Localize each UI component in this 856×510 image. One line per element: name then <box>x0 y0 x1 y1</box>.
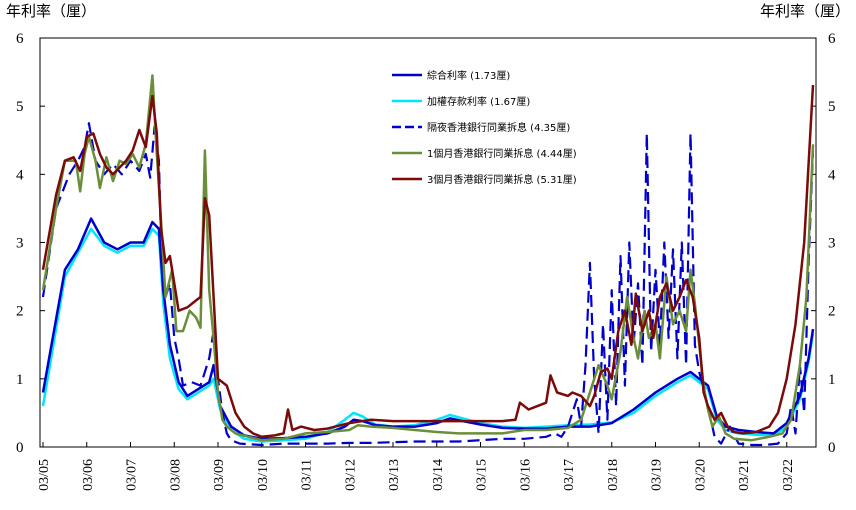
x-tick-label: 03/14 <box>431 459 446 491</box>
legend-label-1: 加權存款利率 (1.67厘) <box>427 95 530 108</box>
x-tick-label: 03/12 <box>343 459 358 491</box>
y-tick-label-right: 1 <box>828 372 836 388</box>
x-tick-label: 03/19 <box>650 459 665 491</box>
x-tick-label: 03/10 <box>256 459 271 491</box>
legend-label-0: 綜合利率 (1.73厘) <box>427 69 510 82</box>
x-tick-label: 03/20 <box>693 459 708 491</box>
x-tick-label: 03/13 <box>387 459 402 491</box>
x-tick-label: 03/16 <box>518 459 533 491</box>
x-tick-label: 03/17 <box>562 459 577 491</box>
y-tick-label-left: 1 <box>16 372 24 388</box>
series-layer <box>41 74 815 447</box>
x-tick-label: 03/05 <box>37 459 52 491</box>
series-line-0 <box>41 217 815 441</box>
legend-label-2: 隔夜香港銀行同業拆息 (4.35厘) <box>427 121 570 134</box>
x-tick-label: 03/15 <box>475 459 490 491</box>
y-tick-label-right: 5 <box>828 99 836 115</box>
y-tick-label-right: 3 <box>828 236 836 252</box>
y-tick-label-right: 6 <box>828 31 836 47</box>
y-tick-label-left: 3 <box>16 236 24 252</box>
x-tick-label: 03/18 <box>606 459 621 491</box>
y-tick-label-left: 0 <box>16 440 24 456</box>
x-tick-label: 03/07 <box>125 459 140 491</box>
legend: 綜合利率 (1.73厘) 加權存款利率 (1.67厘) 隔夜香港銀行同業拆息 (4.… <box>392 69 577 186</box>
legend-label-3: 1個月香港銀行同業拆息 (4.44厘) <box>427 147 577 160</box>
y-tick-label-right: 4 <box>828 167 836 183</box>
y-axis-unit-left: 年利率（厘） <box>6 2 97 20</box>
series-line-4 <box>41 84 815 439</box>
x-tick-label: 03/06 <box>81 459 96 491</box>
y-tick-label-right: 0 <box>828 440 836 456</box>
x-tick-label: 03/22 <box>781 459 796 491</box>
x-tick-label: 03/21 <box>737 459 752 491</box>
y-tick-label-left: 4 <box>16 167 24 183</box>
legend-label-4: 3個月香港銀行同業拆息 (5.31厘) <box>427 173 577 186</box>
y-axis-right: 0 1 2 3 4 5 6 <box>811 31 836 456</box>
x-axis: 03/05 03/06 03/07 03/08 03/09 03/10 03/11 03/12… <box>37 442 796 491</box>
y-axis-unit-right: 年利率（厘） <box>759 2 850 20</box>
x-tick-label: 03/11 <box>300 459 315 490</box>
x-tick-label: 03/08 <box>168 459 183 491</box>
y-axis-left: 0 1 2 3 4 5 6 <box>16 31 45 456</box>
x-tick-label: 03/09 <box>212 459 227 491</box>
y-tick-label-left: 2 <box>16 304 24 320</box>
y-tick-label-left: 6 <box>16 31 24 47</box>
y-tick-label-left: 5 <box>16 99 24 115</box>
y-tick-label-right: 2 <box>828 304 836 320</box>
